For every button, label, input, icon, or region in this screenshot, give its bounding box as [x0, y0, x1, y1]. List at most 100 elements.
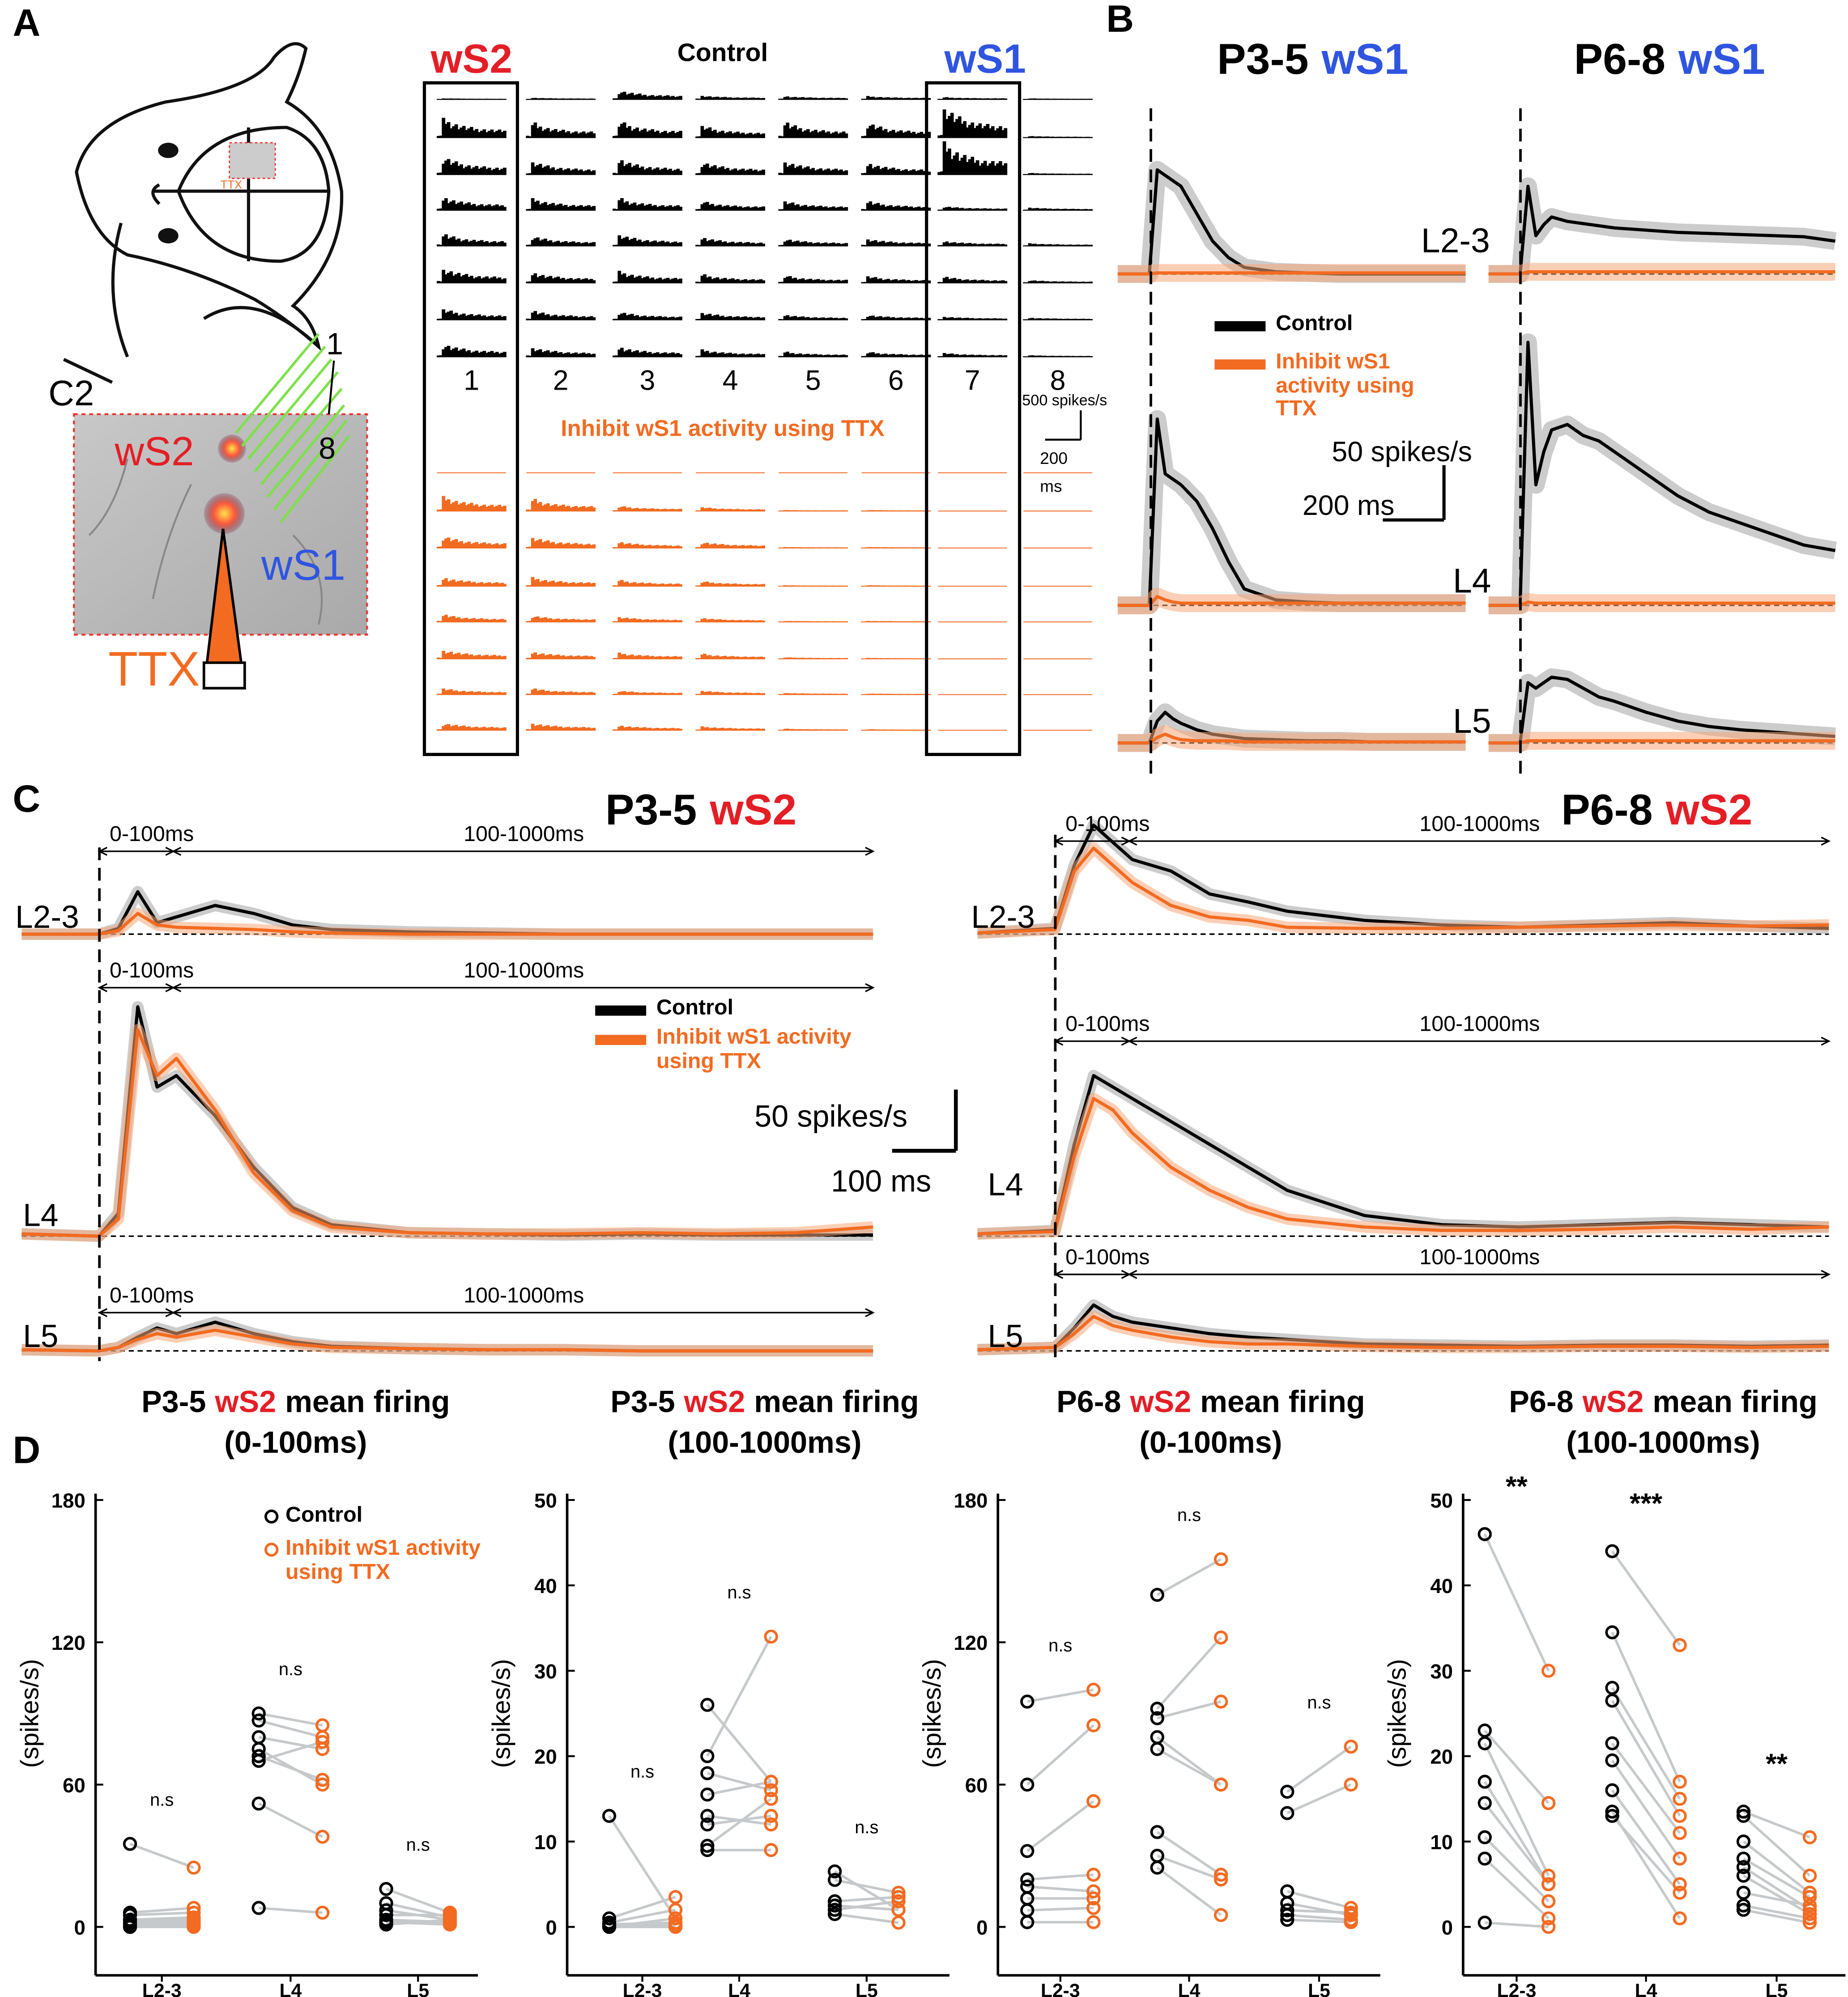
scale-label: 500 spikes/s	[1022, 392, 1107, 409]
highlight-box	[422, 81, 519, 756]
trace	[1488, 676, 1835, 745]
data-point	[1280, 1785, 1294, 1799]
data-point	[1802, 1869, 1817, 1883]
y-axis-label: (spikes/s)	[15, 1659, 44, 1768]
arrow-head	[171, 846, 875, 856]
x-tick-label: L2-3	[1041, 1980, 1080, 1997]
trace	[21, 1328, 873, 1353]
title-part: P3-5	[610, 1385, 675, 1419]
pair-line	[1157, 1700, 1222, 1720]
arrow-head	[1127, 1037, 1831, 1046]
error-band	[977, 1092, 1829, 1240]
scale-label: 50 spikes/s	[1332, 436, 1472, 467]
title-region: wS2	[709, 785, 796, 834]
psth	[1023, 280, 1093, 284]
data-point	[764, 1809, 778, 1823]
window-label: 100-1000ms	[464, 958, 584, 982]
psth	[861, 201, 931, 211]
chart-title: P6-8 wS2 mean firing	[1056, 1385, 1365, 1419]
data-point	[1605, 1681, 1619, 1695]
data-point	[315, 1830, 330, 1844]
column-label: 4	[723, 365, 738, 396]
data-point	[1802, 1830, 1817, 1844]
pair-line	[1484, 1836, 1550, 1903]
chart-title: P6-8 wS2 mean firing	[1509, 1385, 1817, 1419]
legend-label: Inhibit wS1 activity using TTX	[1276, 350, 1414, 421]
pair-line	[258, 1719, 323, 1738]
pair-line	[1027, 1873, 1094, 1881]
data-point	[1673, 1638, 1687, 1653]
data-point	[251, 1796, 266, 1811]
data-point	[1478, 1796, 1492, 1810]
shank-label: 1	[326, 327, 343, 361]
psth	[526, 723, 596, 731]
data-point	[1214, 1868, 1228, 1882]
data-point	[123, 1837, 137, 1851]
psth	[695, 163, 765, 175]
data-point	[668, 1903, 683, 1917]
data-point	[1280, 1908, 1294, 1922]
psth	[613, 580, 682, 587]
pair-line	[130, 1918, 194, 1924]
data-point	[187, 1912, 201, 1927]
arrow-head	[171, 1308, 875, 1317]
psth	[861, 315, 931, 321]
data-point	[700, 1749, 715, 1763]
data-point	[1673, 1826, 1687, 1840]
data-point	[1605, 1804, 1619, 1819]
data-point	[1150, 1742, 1164, 1756]
data-point	[700, 1839, 715, 1853]
psth	[1023, 136, 1093, 138]
data-point	[1802, 1898, 1817, 1913]
condition-title: Inhibit wS1 activity using TTX	[561, 415, 884, 441]
pair-line	[1485, 1921, 1549, 1929]
data-point	[443, 1917, 457, 1932]
data-point	[1086, 1718, 1101, 1733]
pair-line	[707, 1814, 771, 1826]
psth	[695, 581, 765, 587]
data-point	[1020, 1844, 1035, 1858]
pair-line	[1483, 1534, 1550, 1671]
psth	[695, 618, 765, 623]
psth	[613, 617, 682, 623]
data-point	[1478, 1851, 1492, 1866]
data-point	[1673, 1809, 1687, 1823]
psth	[861, 124, 931, 138]
inset-marker	[229, 142, 276, 179]
data-point	[1736, 1886, 1751, 1900]
psth	[778, 728, 848, 731]
data-point	[187, 1917, 201, 1932]
pair-line	[1156, 1558, 1222, 1596]
data-point	[1673, 1911, 1687, 1925]
psth	[937, 241, 1008, 246]
data-point	[668, 1918, 683, 1933]
data-point	[1736, 1804, 1751, 1819]
pair-line	[258, 1907, 323, 1914]
pair-line	[1743, 1908, 1810, 1924]
pair-line	[1287, 1909, 1351, 1914]
data-point	[1086, 1884, 1101, 1899]
data-point	[315, 1772, 330, 1787]
arrow	[328, 360, 335, 415]
data-point	[1802, 1890, 1817, 1904]
eye	[158, 143, 179, 158]
legend-label: Control	[1276, 312, 1353, 336]
significance-label: n.s	[406, 1835, 430, 1855]
data-point	[1541, 1796, 1556, 1810]
pair-line	[1611, 1550, 1681, 1646]
psth	[613, 506, 682, 512]
data-point	[1673, 1851, 1687, 1866]
data-point	[1673, 1775, 1687, 1789]
psth	[778, 276, 848, 284]
data-point	[251, 1754, 266, 1768]
significance-label: n.s	[279, 1660, 302, 1679]
psth	[937, 141, 1008, 175]
psth	[613, 691, 682, 695]
data-point	[123, 1915, 137, 1929]
data-point	[379, 1908, 393, 1922]
error-band	[21, 908, 873, 940]
x-tick-label: L4	[1635, 1980, 1657, 1997]
error-band	[1488, 333, 1837, 615]
psth	[861, 96, 931, 100]
data-point	[251, 1713, 266, 1728]
